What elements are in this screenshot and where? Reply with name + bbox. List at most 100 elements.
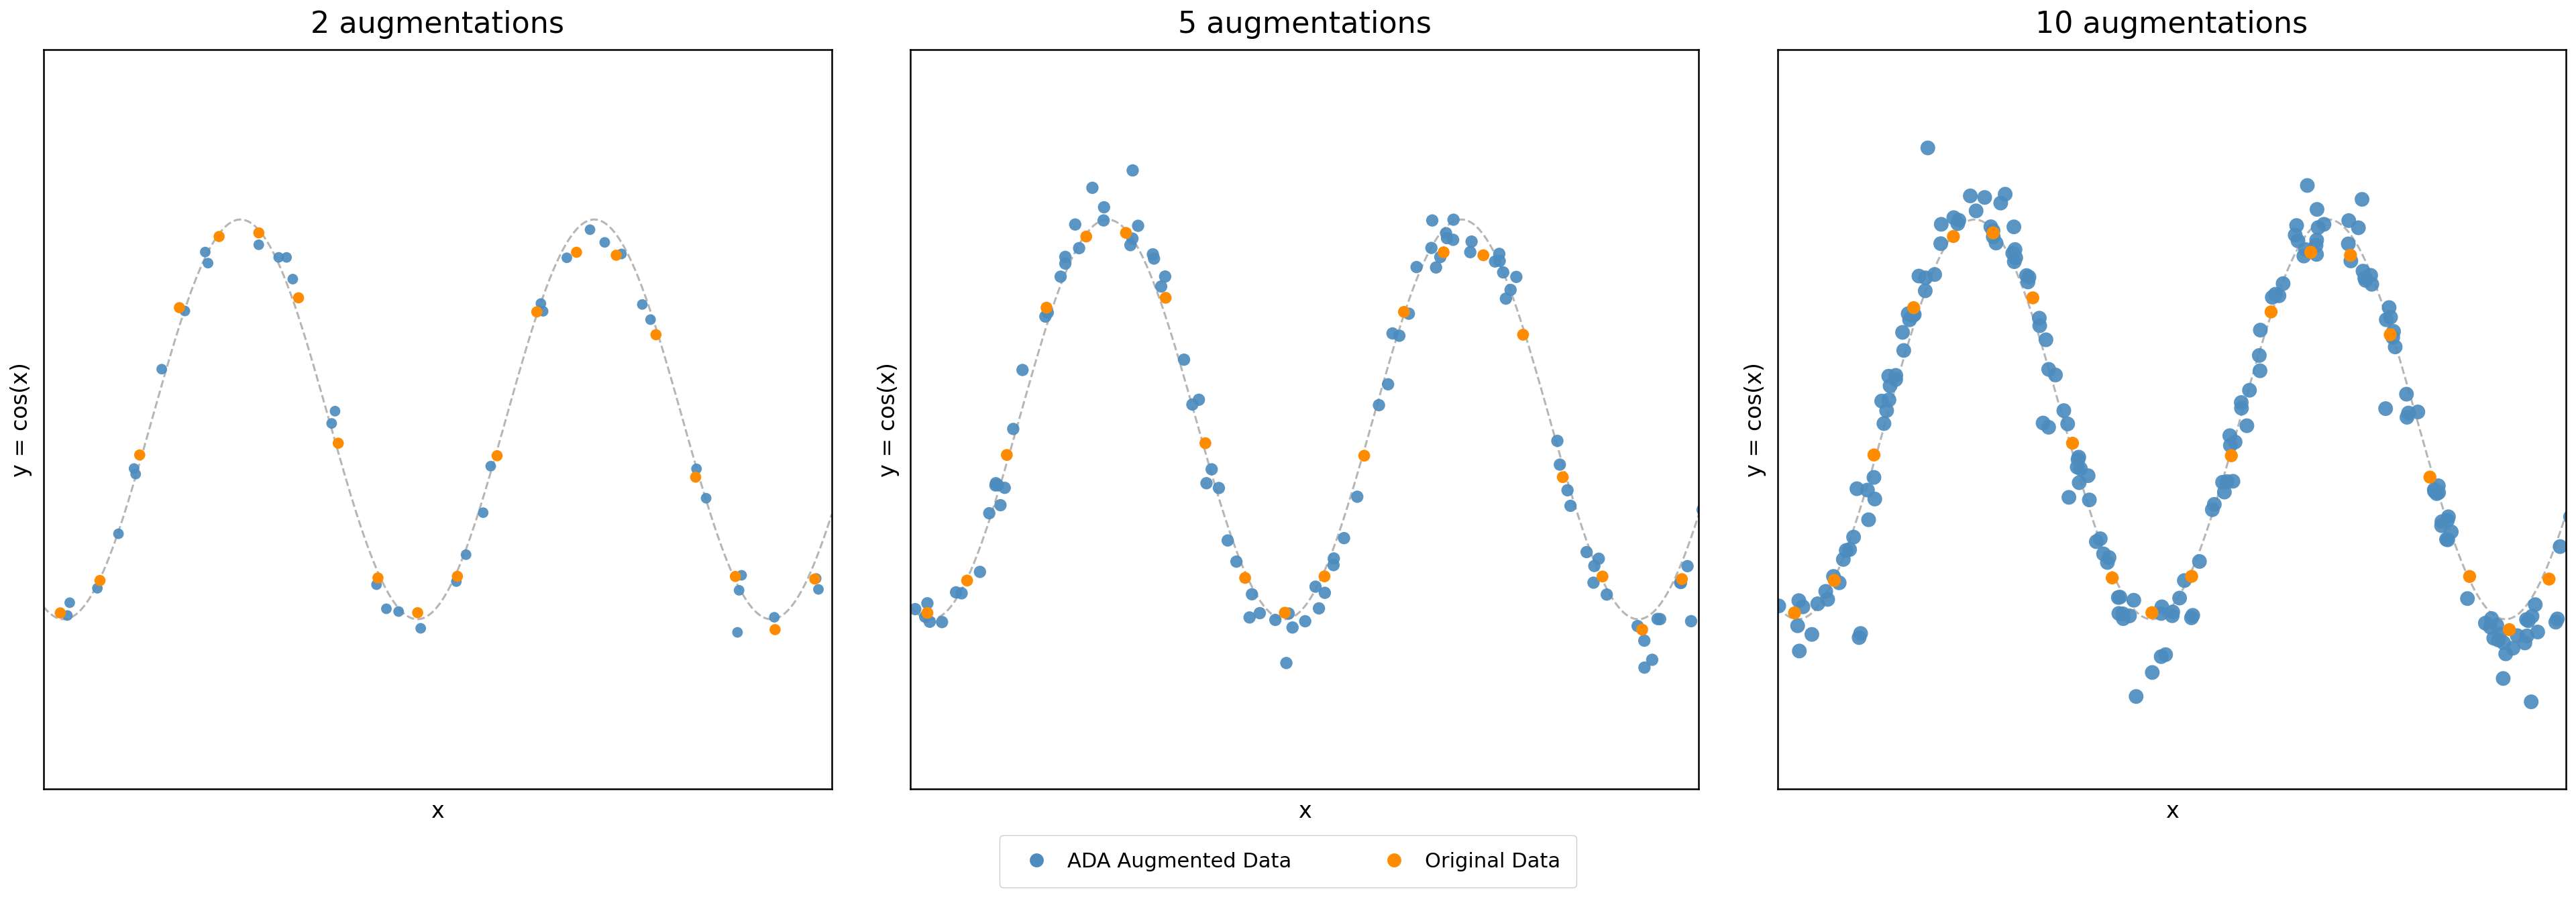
Point [1862,416,1904,431]
Point [1239,606,1280,620]
Point [1314,558,1355,572]
Point [2349,268,2391,283]
Point [118,448,160,463]
Point [1548,483,1589,498]
Point [1937,213,1978,228]
Point [379,604,420,619]
Point [523,304,564,318]
Point [2365,312,2406,327]
Point [2414,483,2455,497]
Point [2370,310,2411,325]
Point [2414,484,2455,499]
Point [2226,418,2267,433]
Point [1994,242,2035,257]
Point [435,574,477,589]
Point [2496,629,2537,643]
Point [1659,575,1700,590]
Point [1425,226,1466,240]
Point [940,586,981,600]
Point [1059,241,1100,256]
Point [2195,497,2236,512]
Point [314,404,355,418]
Point [987,448,1028,463]
Point [2053,436,2094,451]
Point [621,297,662,312]
Point [1888,307,1929,321]
Y-axis label: y = cos(x): y = cos(x) [1744,362,1767,477]
Point [2486,647,2527,661]
Point [2254,287,2295,301]
Point [2478,633,2519,648]
Point [2287,178,2329,192]
Point [2275,228,2316,242]
Point [2388,405,2429,420]
X-axis label: x: x [1298,800,1311,823]
Point [198,229,240,244]
Point [1883,343,1924,357]
Point [1285,614,1327,629]
Point [469,459,510,473]
Point [1025,300,1066,315]
Point [2102,607,2143,621]
Point [2295,247,2336,261]
Point [2084,547,2125,561]
Point [278,290,319,305]
Point [2058,453,2099,467]
Point [1566,545,1607,560]
Point [1345,448,1386,463]
Point [2370,327,2411,342]
Point [2535,615,2576,629]
Point [1806,584,1847,599]
Point [2133,665,2174,679]
Point [1690,587,1731,601]
Point [1955,203,1996,218]
Point [1041,269,1082,284]
Point [636,327,677,342]
Point [2251,290,2293,305]
Point [98,527,139,541]
Point [2419,479,2460,493]
Point [1224,571,1265,585]
Point [2239,323,2280,337]
Point [1759,599,1801,613]
Legend: ADA Augmented Data, Original Data: ADA Augmented Data, Original Data [999,835,1577,888]
Point [2210,428,2251,443]
Point [1875,368,1917,383]
Point [2097,590,2138,605]
Point [2069,468,2110,483]
Point [2504,636,2545,650]
Point [1028,306,1069,320]
Point [2427,513,2468,528]
Point [1574,559,1615,573]
Point [2421,514,2463,529]
Point [1893,300,1935,315]
Point [1893,307,1935,322]
Point [1839,626,1880,640]
Point [2069,493,2110,507]
Point [1231,587,1273,601]
Point [1486,291,1528,306]
Point [2099,590,2141,604]
Point [46,609,88,623]
Point [2141,600,2182,614]
Point [2277,219,2318,233]
Point [907,596,948,610]
Point [2007,268,2048,283]
Point [974,478,1015,493]
Point [39,606,80,620]
Point [1984,187,2025,201]
Point [2130,606,2172,620]
Point [2506,612,2548,627]
Point [1502,327,1543,342]
Point [2465,616,2506,630]
Point [2372,324,2414,338]
Point [1973,226,2014,240]
Point [2048,490,2089,504]
Point [1273,620,1314,635]
Point [2339,220,2380,235]
Point [1669,614,1710,629]
Point [1883,325,1924,339]
Point [1932,210,1973,225]
Point [714,570,755,584]
Point [2514,598,2555,612]
